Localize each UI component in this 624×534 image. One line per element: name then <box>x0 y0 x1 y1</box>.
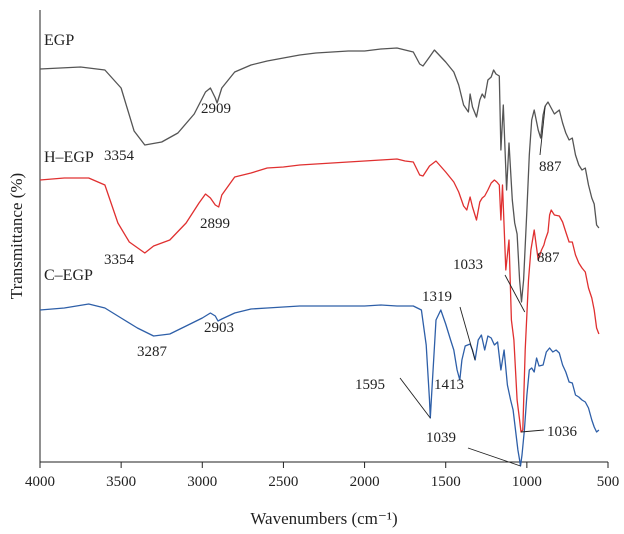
peak-label-egp-1033: 1033 <box>453 257 483 273</box>
series-line-egp <box>39 47 600 303</box>
peak-label-c-egp-1595: 1595 <box>355 377 385 393</box>
x-axis-title: Wavenumbers (cm⁻¹) <box>250 509 397 528</box>
peak-label-egp-3354: 3354 <box>104 148 135 164</box>
peak-label-h-egp-887: 887 <box>537 250 560 266</box>
peak-label-c-egp-2903: 2903 <box>204 320 234 336</box>
x-tick-label-4000: 4000 <box>25 474 55 490</box>
leader-c-egp-1319 <box>459 306 476 361</box>
x-tick-label-2000: 2000 <box>350 474 380 490</box>
x-tick-label-3000: 3000 <box>187 474 217 490</box>
peak-label-egp-887: 887 <box>539 159 562 175</box>
annotation-leaders <box>399 105 546 467</box>
peak-label-h-egp-3354: 3354 <box>104 252 135 268</box>
x-tick-label-1000: 1000 <box>512 474 542 490</box>
leader-c-egp-1595 <box>399 377 431 419</box>
leader-h-egp-1036 <box>520 429 545 433</box>
leader-egp-1033 <box>504 274 526 313</box>
peak-label-c-egp-1319: 1319 <box>422 289 452 305</box>
peak-label-egp-2909: 2909 <box>201 101 231 117</box>
y-axis-title: Transmittance (%) <box>7 173 26 299</box>
x-ticks: 4000 3500 3000 2500 2000 1500 1000 500 <box>25 462 619 490</box>
series-label-h-egp: H–EGP <box>44 149 94 166</box>
leader-egp-887 <box>539 105 546 156</box>
series-line-h-egp <box>39 158 600 433</box>
x-tick-label-3500: 3500 <box>106 474 136 490</box>
x-tick-label-1500: 1500 <box>431 474 461 490</box>
peak-label-c-egp-3287: 3287 <box>137 344 168 360</box>
x-tick-label-2500: 2500 <box>268 474 298 490</box>
x-tick-label-500: 500 <box>597 474 620 490</box>
peak-label-c-egp-1413: 1413 <box>434 377 464 393</box>
plot-frame <box>39 10 608 463</box>
series-label-c-egp: C–EGP <box>44 267 93 284</box>
peak-label-h-egp-1036: 1036 <box>547 424 578 440</box>
series-layer <box>39 47 600 467</box>
series-line-c-egp <box>39 303 600 467</box>
peak-label-c-egp-1039: 1039 <box>426 430 456 446</box>
chart-labels: EGP H–EGP C–EGP 3354 2909 887 3354 2899 … <box>7 32 578 528</box>
series-label-egp: EGP <box>44 32 74 49</box>
peak-label-h-egp-2899: 2899 <box>200 216 230 232</box>
leader-c-egp-1039 <box>467 447 521 467</box>
